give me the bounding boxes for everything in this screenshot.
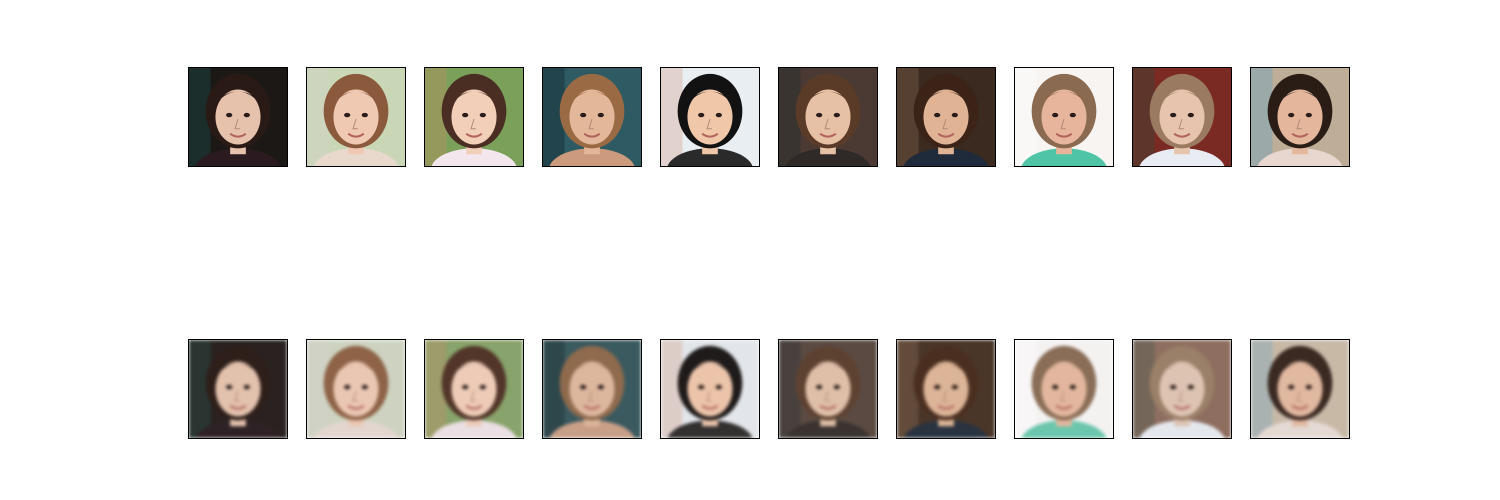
face-portrait-image — [1015, 68, 1113, 166]
reconstructed-face-tile — [896, 339, 996, 439]
face-portrait-image — [897, 340, 995, 438]
face-portrait-image — [189, 68, 287, 166]
face-portrait-image — [425, 68, 523, 166]
face-portrait-image — [897, 68, 995, 166]
face-portrait-image — [1251, 340, 1349, 438]
face-portrait-image — [779, 68, 877, 166]
original-face-tile — [1250, 67, 1350, 167]
face-portrait-image — [661, 68, 759, 166]
reconstructed-face-tile — [778, 339, 878, 439]
original-face-tile — [188, 67, 288, 167]
reconstructed-face-tile — [306, 339, 406, 439]
original-image-row — [188, 67, 1352, 167]
original-face-tile — [1014, 67, 1114, 167]
reconstructed-face-tile — [424, 339, 524, 439]
reconstructed-face-tile — [1132, 339, 1232, 439]
face-portrait-image — [543, 68, 641, 166]
reconstructed-face-tile — [660, 339, 760, 439]
original-face-tile — [1132, 67, 1232, 167]
face-portrait-image — [307, 68, 405, 166]
face-portrait-image — [661, 340, 759, 438]
original-face-tile — [778, 67, 878, 167]
face-portrait-image — [425, 340, 523, 438]
reconstructed-face-tile — [542, 339, 642, 439]
face-portrait-image — [1015, 340, 1113, 438]
face-portrait-image — [1251, 68, 1349, 166]
original-face-tile — [424, 67, 524, 167]
face-portrait-image — [307, 340, 405, 438]
reconstructed-face-tile — [1014, 339, 1114, 439]
reconstructed-image-row — [188, 339, 1352, 439]
reconstructed-face-tile — [188, 339, 288, 439]
face-portrait-image — [189, 340, 287, 438]
face-portrait-image — [779, 340, 877, 438]
reconstructed-face-tile — [1250, 339, 1350, 439]
face-portrait-image — [543, 340, 641, 438]
original-face-tile — [896, 67, 996, 167]
original-face-tile — [660, 67, 760, 167]
face-portrait-image — [1133, 68, 1231, 166]
original-face-tile — [306, 67, 406, 167]
original-face-tile — [542, 67, 642, 167]
face-portrait-image — [1133, 340, 1231, 438]
